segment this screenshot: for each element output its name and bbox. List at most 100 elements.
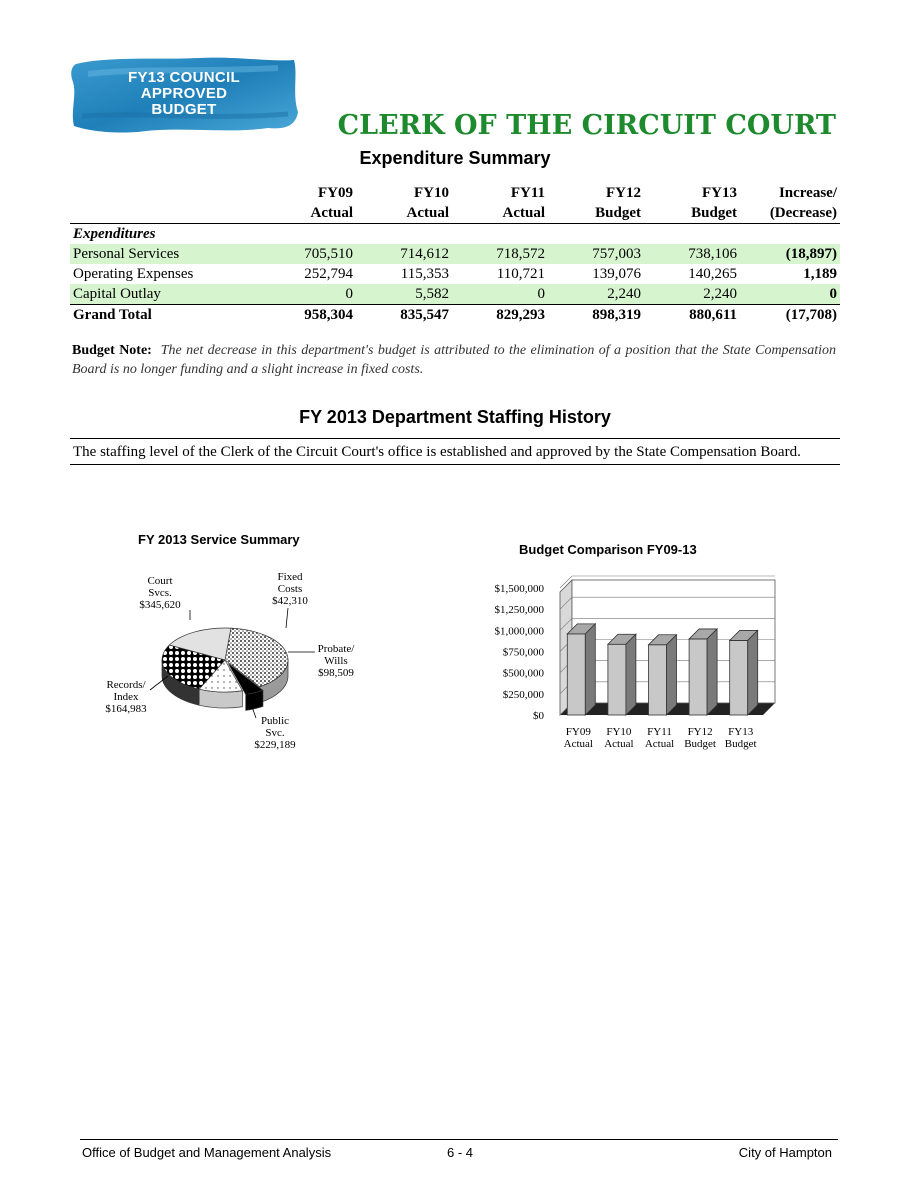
bar: [566, 622, 597, 716]
table-cell: 2,240: [548, 284, 644, 305]
x-tick-label: Budget: [725, 738, 757, 750]
banner-line-1: FY13 COUNCIL: [128, 69, 240, 86]
footer-left: Office of Budget and Management Analysis: [82, 1145, 332, 1160]
grid-line: [559, 618, 573, 631]
column-header-top: Increase/: [778, 185, 837, 201]
department-title: CLERK OF THE CIRCUIT COURT: [337, 110, 836, 141]
table-cell: 0: [266, 284, 356, 305]
row-label: Grand Total: [70, 304, 266, 325]
column-header-top: FY12: [606, 185, 641, 201]
table-cell: 718,572: [452, 244, 548, 264]
table-cell: 1,189: [803, 266, 837, 282]
table-cell: 252,794: [304, 266, 353, 282]
table-row: Personal Services 705,510 714,612 718,57…: [70, 244, 840, 264]
column-header-bottom: Actual: [266, 203, 356, 224]
grid-line: [559, 596, 573, 610]
pie-label: Costs: [278, 583, 302, 595]
y-tick-label: $1,000,000: [495, 625, 545, 637]
y-tick-label: $250,000: [503, 689, 545, 701]
table-cell: 110,721: [496, 266, 545, 282]
x-tick-label: Actual: [645, 738, 674, 750]
pie-label: Index: [113, 691, 139, 703]
x-tick-label: FY13: [728, 726, 754, 738]
x-tick-label: Budget: [684, 738, 716, 750]
grand-total-row: Grand Total 958,304 835,547 829,293 898,…: [70, 304, 840, 325]
bar: [606, 633, 637, 716]
budget-note-label: Budget Note:: [72, 343, 152, 358]
table-header-row-1: FY09 FY10 FY11 FY12 FY13 Increase/: [70, 183, 840, 203]
table-cell: 115,353: [400, 266, 449, 282]
staffing-text: The staffing level of the Clerk of the C…: [70, 438, 840, 465]
column-header-bottom: Budget: [548, 203, 644, 224]
x-tick-label: FY12: [688, 726, 713, 738]
column-header-bottom: Actual: [452, 203, 548, 224]
table-header-row-2: Actual Actual Actual Budget Budget (Decr…: [70, 203, 840, 224]
budget-comparison-chart: $0 $250,000 $500,000 $750,000 $1,000,000 $1,2…: [495, 575, 776, 750]
section-label-row: Expenditures: [70, 224, 840, 245]
y-tick-label: $750,000: [503, 647, 545, 659]
pie-label: $42,310: [272, 595, 308, 607]
x-tick-label: FY10: [606, 726, 632, 738]
table-cell: 829,293: [452, 304, 548, 325]
pie-label: $98,509: [318, 667, 354, 679]
expenditure-summary-title: Expenditure Summary: [359, 148, 551, 168]
column-header-bottom: Actual: [356, 203, 452, 224]
section-label: Expenditures: [73, 226, 156, 242]
table-cell: 958,304: [266, 304, 356, 325]
y-tick-label: $1,500,000: [495, 583, 545, 595]
budget-comparison-title: Budget Comparison FY09-13: [519, 542, 697, 557]
table-cell: 738,106: [644, 244, 740, 264]
y-tick-label: $500,000: [503, 668, 545, 680]
footer-divider: [80, 1139, 838, 1140]
row-label: Capital Outlay: [70, 284, 266, 305]
column-header-bottom: (Decrease): [740, 203, 840, 224]
budget-banner: [71, 57, 298, 133]
bar: [688, 627, 719, 716]
pie-label: Svc.: [265, 727, 285, 739]
table-cell: 880,611: [644, 304, 740, 325]
x-tick-label: Actual: [604, 738, 633, 750]
banner-line-3: BUDGET: [151, 101, 217, 118]
table-cell: 705,510: [266, 244, 356, 264]
table-cell: (18,897): [740, 244, 840, 264]
pie-label: Fixed: [277, 571, 303, 583]
expenditure-table: FY09 FY10 FY11 FY12 FY13 Increase/ Actua…: [70, 183, 840, 325]
footer-page-number: 6 - 4: [447, 1145, 474, 1160]
y-tick-label: $0: [533, 710, 545, 722]
table-cell: 139,076: [592, 266, 641, 282]
table-cell: 0: [452, 284, 548, 305]
banner-text: FY13 COUNCIL APPROVED BUDGET: [68, 70, 300, 118]
pie-leader-line: [285, 607, 289, 629]
pie-label: Court: [147, 575, 172, 587]
table-cell: 835,547: [356, 304, 452, 325]
service-summary-title: FY 2013 Service Summary: [138, 532, 300, 547]
pie-slices: [161, 627, 289, 695]
pie-label: $229,189: [254, 739, 296, 751]
pie-leader-line: [245, 689, 257, 719]
table-cell: 140,265: [688, 266, 737, 282]
table-cell: (17,708): [740, 304, 840, 325]
row-label: Personal Services: [70, 244, 266, 264]
table-cell: 898,319: [548, 304, 644, 325]
bar: [647, 633, 678, 716]
table-cell: 757,003: [548, 244, 644, 264]
column-header-top: FY09: [318, 185, 353, 201]
grid-line: [559, 575, 573, 589]
pie-label: Svcs.: [148, 587, 172, 599]
x-tick-label: FY11: [647, 726, 672, 738]
table-cell: 5,582: [356, 284, 452, 305]
column-header-top: FY10: [414, 185, 449, 201]
pie-leader-line: [149, 675, 169, 691]
column-header-top: FY11: [510, 185, 545, 201]
budget-note: Budget Note: The net decrease in this de…: [72, 341, 836, 379]
pie-slice: [224, 627, 289, 688]
x-tick-label: Actual: [564, 738, 593, 750]
table-cell: 0: [740, 284, 840, 305]
row-label: Operating Expenses: [73, 266, 194, 282]
pie-label: Wills: [324, 655, 347, 667]
bar: [728, 629, 759, 716]
x-tick-label: FY09: [566, 726, 592, 738]
pie-label: Probate/: [318, 643, 356, 655]
